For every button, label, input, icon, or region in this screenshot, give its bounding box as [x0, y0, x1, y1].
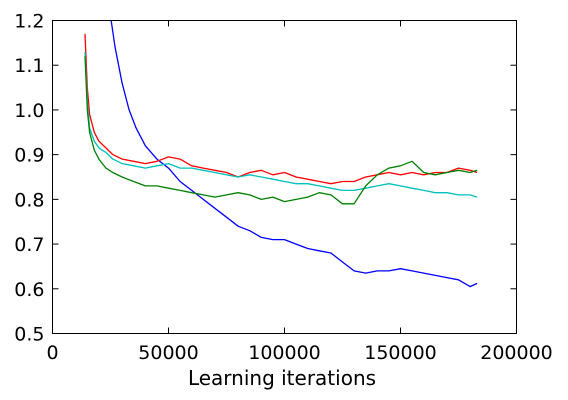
y-tick-label: 0.6	[14, 279, 44, 301]
series-layer	[84, 20, 478, 288]
y-axis: 0.5 0.6 0.7 0.8 0.9 1.0 1.1 1.2	[14, 11, 517, 346]
x-axis-label: Learning iterations	[188, 366, 376, 390]
x-tick-label: 100000	[248, 342, 321, 364]
series-line-3	[84, 51, 478, 198]
y-tick-label: 0.8	[14, 189, 44, 211]
y-tick-label: 1.0	[14, 100, 44, 122]
y-tick-label: 0.5	[14, 324, 44, 346]
x-tick-label: 150000	[364, 342, 437, 364]
series-line-4	[84, 56, 478, 205]
y-tick-label: 1.1	[14, 55, 44, 77]
series-line-2	[84, 33, 478, 185]
y-tick-label: 0.7	[14, 234, 44, 256]
y-tick-label: 0.9	[14, 145, 44, 167]
x-tick-label: 0	[46, 342, 58, 364]
y-tick-label: 1.2	[14, 11, 44, 33]
x-tick-label: 50000	[138, 342, 198, 364]
x-tick-label: 200000	[480, 342, 553, 364]
x-axis: 0 50000 100000 150000 200000	[46, 20, 553, 364]
series-line-1	[110, 20, 478, 288]
